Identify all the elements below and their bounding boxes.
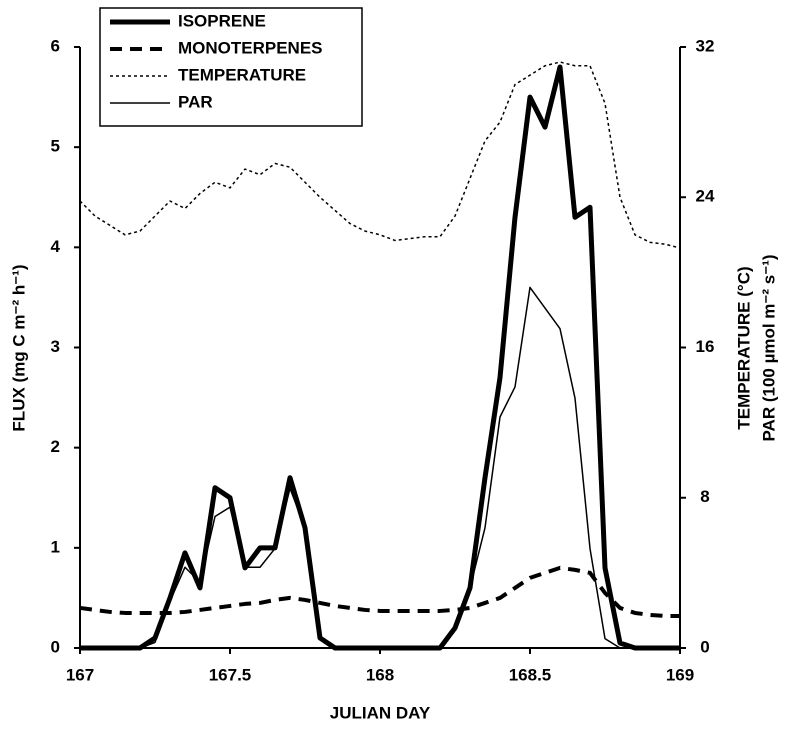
y2-axis-label: PAR (100 µmol m⁻² s⁻¹) — [759, 254, 778, 441]
legend-label: MONOTERPENES — [178, 38, 323, 57]
legend-box — [99, 7, 363, 127]
y-axis-label: FLUX (mg C m⁻² h⁻¹) — [9, 264, 28, 431]
y2-tick-label: 8 — [700, 487, 709, 506]
legend-label: TEMPERATURE — [178, 65, 306, 84]
y-tick-label: 6 — [51, 36, 60, 55]
x-axis-label: JULIAN DAY — [330, 703, 431, 722]
line-series — [79, 565, 680, 618]
line-series — [79, 61, 681, 249]
line-series — [80, 286, 680, 649]
x-tick-label: 169 — [666, 665, 694, 684]
y2-tick-label: 0 — [700, 637, 709, 656]
y-tick-label: 0 — [51, 637, 60, 656]
line-series — [80, 64, 680, 651]
y2-tick-label: 24 — [696, 187, 715, 206]
y-tick-label: 4 — [51, 237, 61, 256]
legend-label: PAR — [178, 92, 213, 111]
y-tick-label: 3 — [51, 337, 60, 356]
y-tick-label: 2 — [51, 437, 60, 456]
x-tick-label: 168.5 — [509, 665, 552, 684]
y2-tick-label: 16 — [696, 337, 715, 356]
x-tick-label: 168 — [366, 665, 394, 684]
legend-label: ISOPRENE — [178, 11, 266, 30]
y2-axis-label: TEMPERATURE (°C) — [734, 266, 753, 429]
x-tick-label: 167.5 — [209, 665, 252, 684]
y-tick-label: 1 — [51, 537, 60, 556]
y2-tick-label: 32 — [696, 36, 715, 55]
y-tick-label: 5 — [51, 137, 60, 156]
x-tick-label: 167 — [66, 665, 94, 684]
